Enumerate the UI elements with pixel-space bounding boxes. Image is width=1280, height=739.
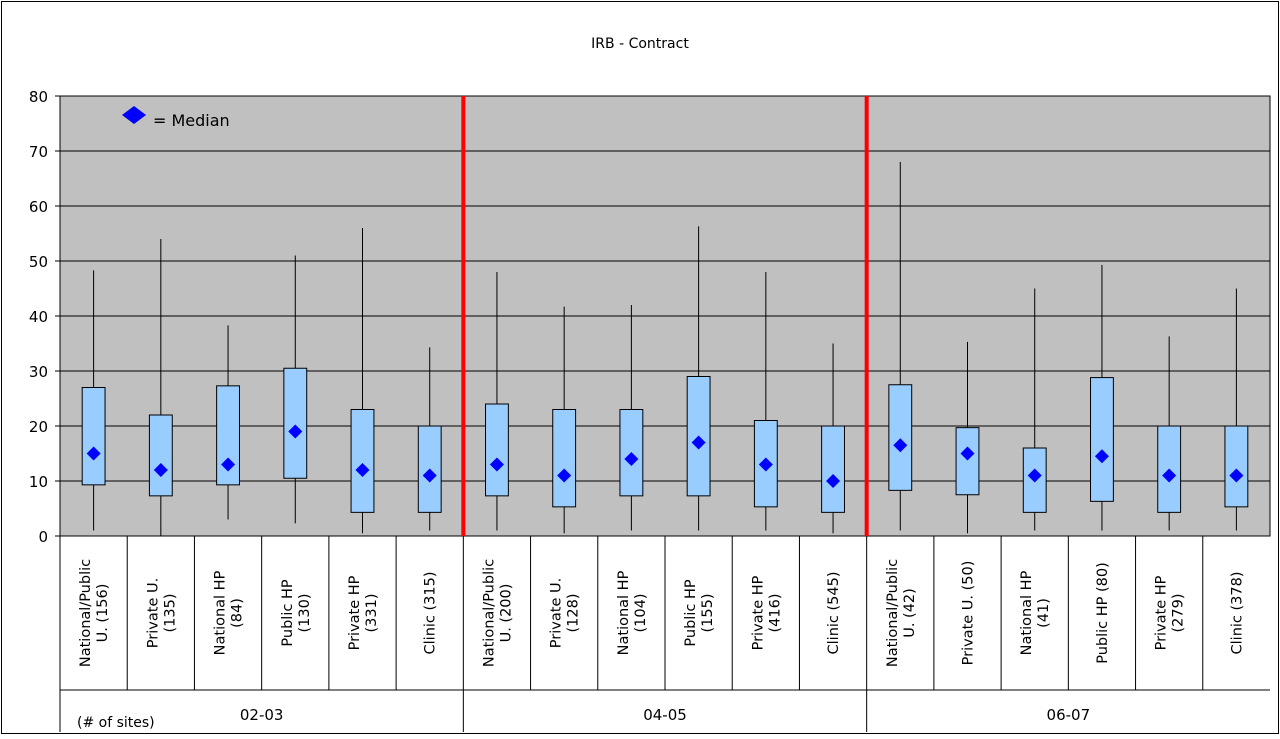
- iqr-box: [81, 387, 106, 486]
- median-marker: [893, 438, 908, 453]
- iqr-box: [888, 384, 913, 491]
- legend-median-icon: [122, 106, 146, 124]
- category-label: Clinic (315): [423, 572, 439, 655]
- category-label: Clinic (378): [1229, 572, 1245, 655]
- category-label: Clinic (545): [826, 572, 842, 655]
- median-marker: [1094, 449, 1109, 464]
- category-label-line: (41): [1036, 598, 1052, 628]
- category-label-line: Private U.: [549, 578, 565, 648]
- iqr-box: [552, 409, 577, 508]
- category-label-line: (84): [230, 598, 246, 628]
- category-label-line: National HP: [213, 570, 229, 655]
- median-marker: [624, 452, 639, 466]
- iqr-box: [485, 403, 509, 497]
- category-label-line: Private HP: [750, 575, 766, 650]
- y-tick-label: 70: [29, 143, 48, 161]
- median-marker: [826, 474, 841, 488]
- median-marker: [1027, 468, 1042, 483]
- y-tick-label: 0: [38, 528, 48, 546]
- median-marker: [288, 424, 303, 439]
- iqr-box: [350, 409, 375, 513]
- chart-title: IRB - Contract: [591, 36, 689, 52]
- category-label-line: National/Public: [885, 559, 901, 667]
- y-tick-label: 50: [29, 253, 48, 271]
- category-label: Private HP(279): [1154, 575, 1187, 650]
- footnote-sites: (# of sites): [77, 715, 155, 731]
- category-label-line: (331): [364, 594, 380, 633]
- legend: = Median: [122, 106, 230, 130]
- median-marker: [422, 468, 437, 483]
- category-label: National HP(104): [616, 570, 649, 655]
- iqr-box: [148, 414, 173, 497]
- y-tick-label: 80: [29, 88, 48, 106]
- iqr-box: [283, 367, 308, 479]
- category-label-line: (279): [1171, 594, 1187, 633]
- category-label-line: Private HP: [347, 575, 363, 650]
- group-label: 06-07: [1047, 706, 1091, 724]
- y-tick-label: 10: [29, 473, 48, 491]
- category-label-line: National HP: [1019, 570, 1035, 655]
- category-label-line: (128): [566, 594, 582, 633]
- category-label-line: Clinic (545): [826, 572, 842, 655]
- y-tick-label: 60: [29, 198, 48, 216]
- category-label: National HP(41): [1019, 570, 1052, 655]
- category-label-line: U. (156): [95, 584, 111, 643]
- group-label: 02-03: [240, 706, 284, 724]
- category-label-line: U. (42): [902, 588, 918, 638]
- category-label-line: (104): [633, 594, 649, 633]
- median-marker: [1229, 468, 1244, 483]
- category-label: Private U. (50): [961, 561, 977, 666]
- median-marker: [153, 463, 168, 477]
- category-label: Private U.(128): [549, 578, 582, 648]
- category-label: National HP(84): [213, 570, 246, 655]
- category-label-line: Clinic (315): [423, 572, 439, 655]
- category-label: Public HP(155): [683, 579, 716, 646]
- category-label: Private HP(331): [347, 575, 380, 650]
- median-marker: [221, 457, 236, 472]
- category-label-line: Clinic (378): [1229, 572, 1245, 655]
- iqr-box: [955, 427, 980, 496]
- iqr-box: [216, 385, 240, 486]
- median-marker: [1162, 468, 1177, 483]
- category-label: Private U.(135): [145, 578, 178, 648]
- category-label-line: Public HP (80): [1095, 562, 1111, 664]
- category-label-line: U. (200): [498, 584, 514, 643]
- category-label-line: Public HP: [683, 579, 699, 646]
- median-marker: [691, 435, 706, 450]
- legend-label: = Median: [153, 111, 230, 130]
- y-tick-label: 20: [29, 418, 48, 436]
- iqr-box: [1090, 377, 1114, 502]
- iqr-box: [1224, 425, 1249, 508]
- category-label-line: Public HP: [280, 579, 296, 646]
- category-label-line: (416): [767, 594, 783, 633]
- category-label-line: National HP: [616, 570, 632, 655]
- y-tick-label: 40: [29, 308, 48, 326]
- iqr-box: [821, 425, 845, 513]
- group-label: 04-05: [643, 706, 687, 724]
- category-label-line: (155): [700, 594, 716, 633]
- y-tick-label: 30: [29, 363, 48, 381]
- category-label-line: Private U.: [145, 578, 161, 648]
- median-marker: [557, 468, 572, 483]
- category-label: National/PublicU. (200): [481, 559, 514, 667]
- median-marker: [758, 457, 773, 472]
- median-marker: [960, 446, 975, 461]
- median-marker: [355, 463, 370, 477]
- category-label-line: (135): [162, 594, 178, 633]
- category-label: Public HP (80): [1095, 562, 1111, 664]
- category-label-line: Private U. (50): [961, 561, 977, 666]
- category-label: National/PublicU. (156): [78, 559, 111, 667]
- category-label-line: National/Public: [78, 559, 94, 667]
- category-label: Public HP(130): [280, 579, 313, 646]
- median-marker: [86, 446, 101, 461]
- category-label: National/PublicU. (42): [885, 559, 918, 667]
- category-label-line: National/Public: [481, 559, 497, 667]
- category-label-line: Private HP: [1154, 575, 1170, 650]
- category-label-line: (130): [297, 594, 313, 633]
- plot-area: 0102030405060708002-03National/PublicU. …: [29, 88, 1271, 732]
- median-marker: [489, 457, 504, 472]
- category-label: Private HP(416): [750, 575, 783, 650]
